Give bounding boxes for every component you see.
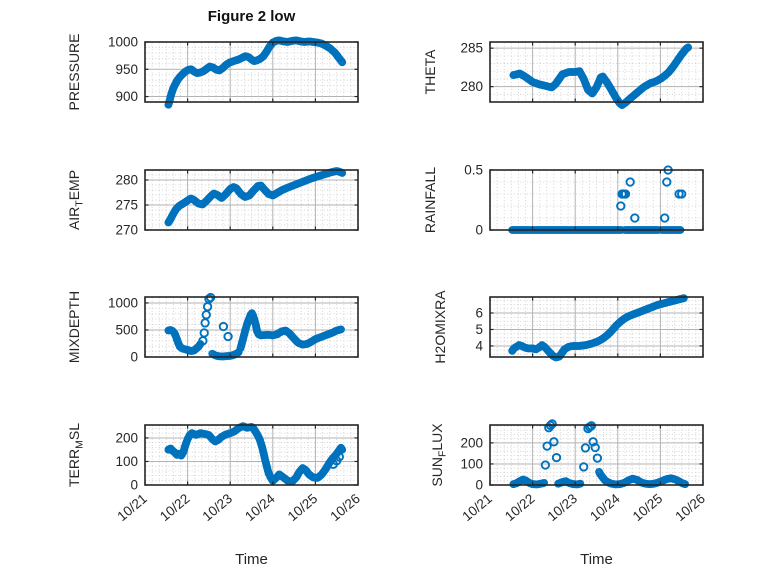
subplot-mixdepth: 0 500 1000 MIXDEPTH [66,291,359,365]
ytick-label: 5 [475,322,483,337]
xtick-label: 10/25 [630,491,666,524]
xtick-label: 10/25 [285,491,321,524]
ytick-label: 0 [475,478,483,493]
ytick-label: 275 [115,198,138,213]
ytick-label: 900 [115,89,138,104]
subplot-h2omixra: 45 6 H2OMIXRA [432,290,704,364]
xtick-label: 10/22 [157,491,193,524]
xtick-label: 10/23 [545,491,581,524]
figure-title: Figure 2 low [207,8,296,25]
ytick-label: 200 [460,435,483,450]
ytick-label: 0 [475,223,483,238]
xtick-label: 10/26 [327,491,363,524]
subplot-rainfall: 0 0.5 RAINFALL [422,163,704,238]
ylabel-mixdepth: MIXDEPTH [66,291,82,363]
xtick-label: 10/26 [672,491,708,524]
xtick-label: 10/24 [587,491,623,525]
ytick-label: 280 [115,173,138,188]
ytick-label: 280 [460,79,483,94]
xtick-label: 10/21 [459,491,495,524]
ytick-label: 1000 [108,295,138,310]
ylabel-terr_msl: TERRMSL [66,423,86,487]
ytick-label: 4 [475,338,483,353]
ytick-label: 1000 [108,35,138,50]
subplot-theta: 280 285 THETA [422,41,704,110]
ytick-label: 500 [115,322,138,337]
xtick-label: 10/22 [502,491,538,524]
subplot-pressure: 900 950 1000 PRESSURE [66,33,359,111]
ytick-label: 6 [475,305,483,320]
ytick-label: 285 [460,41,483,56]
x-axis-label-left: Time [235,551,268,568]
ytick-label: 0 [130,478,138,493]
ytick-label: 0 [130,350,138,365]
subplot-terr_msl: 0 100 200 TERRMSL 10/21 10/22 10/23 10/24 10/25 1… [66,422,363,524]
ytick-label: 270 [115,223,138,238]
ylabel-rainfall: RAINFALL [422,167,438,233]
ytick-label: 200 [115,430,138,445]
ylabel-pressure: PRESSURE [66,33,82,110]
x-axis-label-right: Time [580,551,613,568]
ylabel-sun_flux: SUNFLUX [429,423,449,487]
ytick-label: 100 [115,454,138,469]
ytick-label: 0.5 [464,163,483,178]
subplot-sun_flux: 0 100 200 SUNFLUX 10/21 10/22 10/23 10/24 10/25 1… [429,419,708,524]
ytick-label: 100 [460,456,483,471]
subplot-air_temp: 270 275 280 AIRTEMP [66,167,359,238]
xtick-label: 10/23 [200,491,236,524]
ytick-label: 950 [115,62,138,77]
xtick-label: 10/21 [114,491,150,524]
ylabel-theta: THETA [422,49,438,95]
ylabel-h2omixra: H2OMIXRA [432,290,448,364]
ylabel-air_temp: AIRTEMP [66,170,86,230]
xtick-label: 10/24 [242,491,278,525]
